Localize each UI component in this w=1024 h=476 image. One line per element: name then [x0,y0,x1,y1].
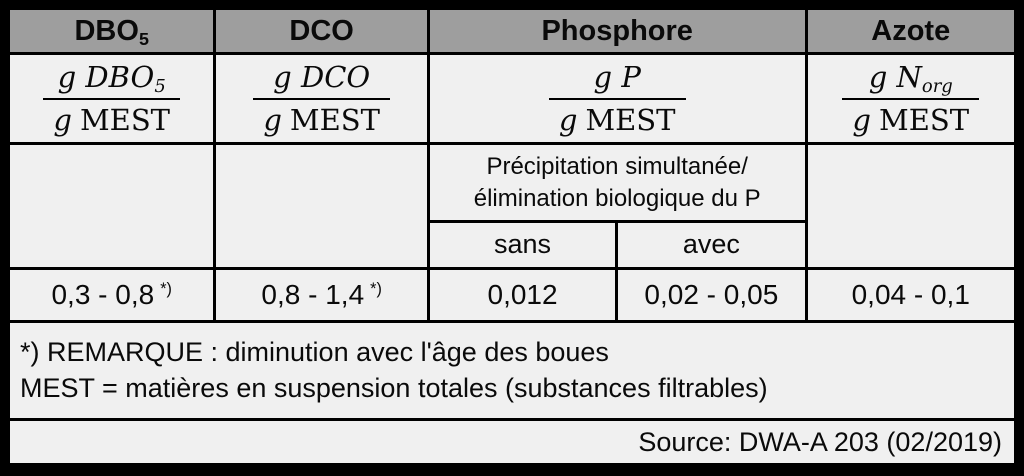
empty-cell-azote [804,142,1017,270]
header-dco-label: DCO [289,14,354,47]
fraction-phosphore-numerator: g P [593,59,641,94]
value-p-avec: 0,02 - 0,05 [615,266,808,324]
unit-cell-azote: g Norg g MEST [804,52,1017,146]
header-phosphore-label: Phosphore [541,14,693,47]
empty-cell-dbo5 [6,142,217,270]
fraction-phosphore-den-unit: MEST [585,102,676,137]
header-dbo5-label: DBO [74,14,139,47]
source-row: Source: DWA-A 203 (02/2019) [7,418,1017,466]
value-azote: 0,04 - 0,1 [804,266,1017,324]
fraction-dco-den-var: g [263,102,282,137]
empty-cell-dco [213,142,430,270]
value-dbo5: 0,3 - 0,8 *) [6,266,217,324]
value-dco-text: 0,8 - 1,4 [261,278,365,310]
value-p-sans-text: 0,012 [487,278,558,310]
fraction-dbo5-den-unit: MEST [79,102,171,137]
footnote-row: *) REMARQUE : diminution avec l'âge des … [7,320,1017,422]
source-cell: Source: DWA-A 203 (02/2019) [7,418,1017,466]
phosphore-subcolumns-row: sans avec [9,219,1016,270]
unit-cell-dco: g DCO g MEST [213,52,430,146]
phosphore-subheader-cell: Précipitation simultanée/ élimination bi… [426,142,808,223]
fraction-dco-den-unit: MEST [289,102,380,137]
header-dco: DCO [213,6,430,56]
value-dbo5-text: 0,3 - 0,8 [51,278,155,310]
fraction-azote-numerator: g N [868,59,922,94]
units-row: g DBO5 g MEST g DCO g MEST g P g MEST g Nor… [6,52,1017,146]
values-row: 0,3 - 0,8 *) 0,8 - 1,4 *) 0,012 0,02 - 0,0… [6,266,1017,324]
fraction-phosphore: g P g MEST [548,59,686,138]
phosphore-subheader-line2: élimination biologique du P [473,184,761,212]
footnote-line2: MEST = matières en suspension totales (s… [20,372,768,403]
fraction-azote: g Norg g MEST [842,59,980,138]
fraction-dco: g DCO g MEST [253,59,390,138]
value-dco-footnote-marker: *) [370,279,382,298]
subcol-sans: sans [426,219,619,270]
header-azote: Azote [804,6,1017,56]
fraction-dbo5-den-var: g [53,102,72,137]
phosphore-subheader-row: Précipitation simultanée/ élimination bi… [6,142,1017,270]
footnote-line1: *) REMARQUE : diminution avec l'âge des … [20,336,609,367]
header-dbo5: DBO5 [6,6,217,56]
value-dbo5-footnote-marker: *) [160,279,172,298]
fraction-dco-numerator: g DCO [273,59,371,94]
unit-cell-dbo5: g DBO5 g MEST [6,52,217,146]
fraction-azote-den-var: g [852,102,871,137]
footnote-cell: *) REMARQUE : diminution avec l'âge des … [7,320,1017,422]
value-dco: 0,8 - 1,4 *) [213,266,430,324]
header-phosphore: Phosphore [426,6,808,56]
unit-cell-phosphore: g P g MEST [426,52,808,146]
fraction-azote-num-subscript: org [921,75,953,97]
value-p-sans: 0,012 [426,266,619,324]
fraction-azote-den-unit: MEST [879,102,970,137]
fraction-dbo5-numerator: g DBO [57,59,155,94]
parameters-table: DBO5 DCO Phosphore Azote g DBO5 g MEST g … [6,6,1017,466]
header-row: DBO5 DCO Phosphore Azote [6,6,1017,56]
fraction-phosphore-den-var: g [558,102,578,137]
phosphore-subheader-line1: Précipitation simultanée/ [486,153,748,181]
value-p-avec-text: 0,02 - 0,05 [644,278,779,310]
fraction-dbo5-num-subscript: 5 [154,75,166,97]
fraction-dbo5: g DBO5 g MEST [43,59,181,138]
header-azote-label: Azote [871,14,951,47]
header-dbo5-subscript: 5 [138,28,149,49]
subcol-avec: avec [615,219,808,270]
value-azote-text: 0,04 - 0,1 [851,278,970,310]
